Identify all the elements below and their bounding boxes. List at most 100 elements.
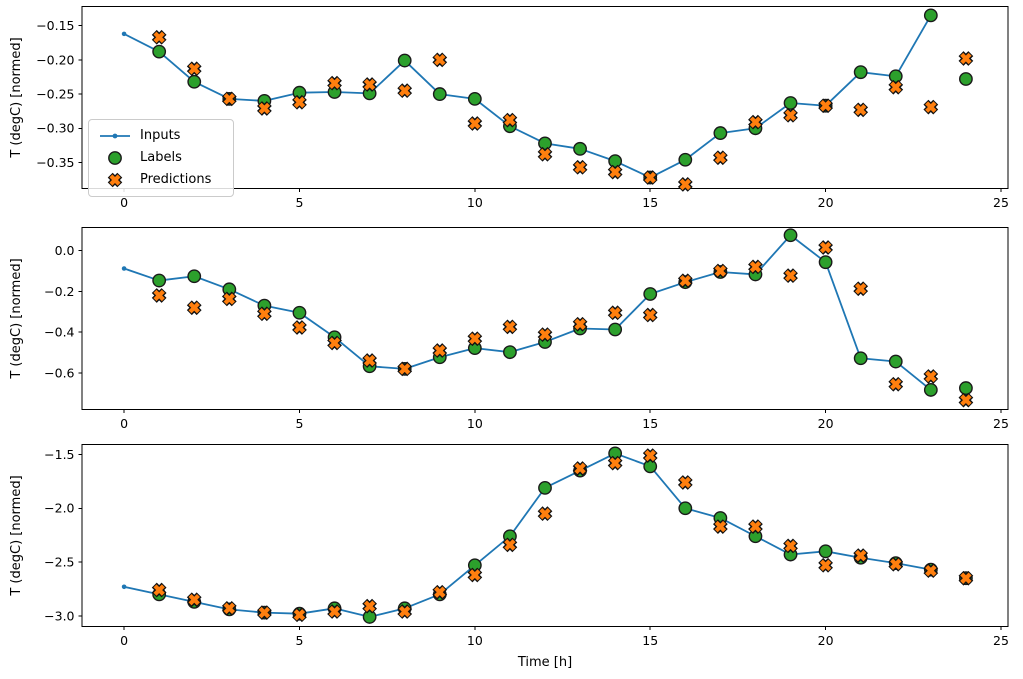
x-tick-label: 25 <box>993 416 1009 431</box>
x-tick-label: 10 <box>467 195 483 210</box>
prediction-point-marker <box>888 376 904 392</box>
label-point-marker <box>818 255 833 270</box>
prediction-point-marker <box>221 291 237 307</box>
prediction-point-marker <box>888 79 904 95</box>
x-tick-label: 25 <box>993 633 1009 648</box>
label-point-marker <box>783 228 798 243</box>
prediction-point-marker <box>327 604 342 619</box>
prediction-point-marker <box>502 537 518 553</box>
x-tick-label: 10 <box>467 633 483 648</box>
prediction-point-marker <box>502 319 518 335</box>
label-point-marker <box>152 273 167 288</box>
label-point-marker <box>362 610 377 624</box>
prediction-point-marker <box>467 331 483 347</box>
label-point-marker <box>152 44 167 59</box>
prediction-point-marker <box>783 107 798 123</box>
prediction-point-marker <box>958 392 974 408</box>
y-tick-label: −0.4 <box>44 325 74 340</box>
labels-points <box>152 228 973 397</box>
prediction-point-marker <box>151 288 167 303</box>
prediction-point-marker <box>432 343 448 358</box>
prediction-point-marker <box>853 281 869 297</box>
prediction-point-marker <box>467 116 483 131</box>
x-tick-label: 0 <box>120 195 128 210</box>
prediction-point-marker <box>642 448 658 463</box>
x-tick-label: 15 <box>642 633 658 648</box>
label-point-marker <box>187 74 202 89</box>
subplot-3: 0 5 10 15 20 25 −1.5 −2.0 −2.5 −3.0 T (degC) [norm… <box>9 444 1009 648</box>
x-tick-label: 20 <box>818 195 834 210</box>
y-tick-label: −0.15 <box>36 18 74 33</box>
axes-frame <box>81 227 1009 410</box>
label-point-marker <box>853 351 868 366</box>
predictions-points <box>151 240 974 408</box>
prediction-point-marker <box>748 259 763 275</box>
prediction-point-marker <box>151 582 167 598</box>
predictions-points <box>151 29 974 192</box>
x-tick-label: 20 <box>818 416 834 431</box>
prediction-point-marker <box>467 567 483 583</box>
x-tick-label: 20 <box>818 633 834 648</box>
y-tick-label: −0.20 <box>36 52 74 67</box>
prediction-point-marker <box>397 604 413 619</box>
legend-item-labels: Labels <box>98 149 211 167</box>
legend: Inputs Labels Predictions <box>88 119 235 197</box>
label-point-marker <box>538 480 552 495</box>
y-tick-label: 0.0 <box>55 243 75 258</box>
y-tick-label: −0.2 <box>44 284 74 299</box>
label-point-marker <box>573 141 587 156</box>
label-point-marker <box>608 154 623 169</box>
x-tick-label: 5 <box>295 195 303 210</box>
x-tick-label: 5 <box>295 416 303 431</box>
prediction-point-marker <box>677 475 693 490</box>
prediction-point-marker <box>362 77 377 92</box>
prediction-point-marker <box>362 353 377 368</box>
prediction-point-marker <box>748 114 763 130</box>
prediction-point-marker <box>783 268 798 284</box>
prediction-point-marker <box>327 335 342 351</box>
y-tick-label: −0.6 <box>44 365 74 380</box>
prediction-point-marker <box>642 170 658 185</box>
label-point-marker <box>783 96 798 110</box>
label-point-marker <box>923 383 938 397</box>
y-axis-label: T (degC) [normed] <box>9 37 24 158</box>
prediction-point-marker <box>958 570 974 586</box>
input-point-marker <box>121 584 127 590</box>
prediction-point-marker <box>221 600 237 616</box>
x-tick-label: 15 <box>642 416 658 431</box>
legend-label-predictions: Predictions <box>140 172 212 187</box>
prediction-point-marker <box>748 519 763 534</box>
prediction-point-marker <box>432 584 448 600</box>
labels-points <box>152 8 973 185</box>
y-tick-label: −1.5 <box>44 447 74 462</box>
prediction-point-marker <box>607 305 623 321</box>
label-point-marker <box>888 69 903 84</box>
prediction-point-marker <box>397 83 413 99</box>
prediction-point-marker <box>186 592 202 608</box>
y-ticks: −1.5 −2.0 −2.5 −3.0 <box>44 447 82 623</box>
label-point-marker <box>643 287 658 301</box>
prediction-point-marker <box>572 159 588 175</box>
prediction-point-marker <box>713 150 728 166</box>
label-point-marker <box>643 459 658 474</box>
y-tick-label: −2.0 <box>44 501 74 516</box>
x-ticks: 0 5 10 15 20 25 <box>120 626 1009 648</box>
prediction-point-marker <box>923 99 939 115</box>
y-tick-label: −0.35 <box>36 155 74 170</box>
prediction-point-marker <box>292 94 307 110</box>
y-tick-label: −0.25 <box>36 86 74 101</box>
prediction-point-marker <box>572 316 588 332</box>
x-tick-label: 15 <box>642 195 658 210</box>
x-tick-label: 25 <box>993 195 1009 210</box>
prediction-point-marker <box>257 101 272 116</box>
subplot-1: 0 5 10 15 20 25 −0.15 −0.20 −0.25 −0.30 −0.35 T (de… <box>9 6 1009 210</box>
legend-item-inputs: Inputs <box>98 127 211 145</box>
prediction-point-marker <box>397 361 413 377</box>
prediction-point-marker <box>327 75 342 91</box>
prediction-point-marker <box>432 52 448 68</box>
label-point-marker <box>678 152 693 167</box>
y-axis-label: T (degC) [normed] <box>9 258 24 379</box>
x-tick-label: 0 <box>120 633 128 648</box>
